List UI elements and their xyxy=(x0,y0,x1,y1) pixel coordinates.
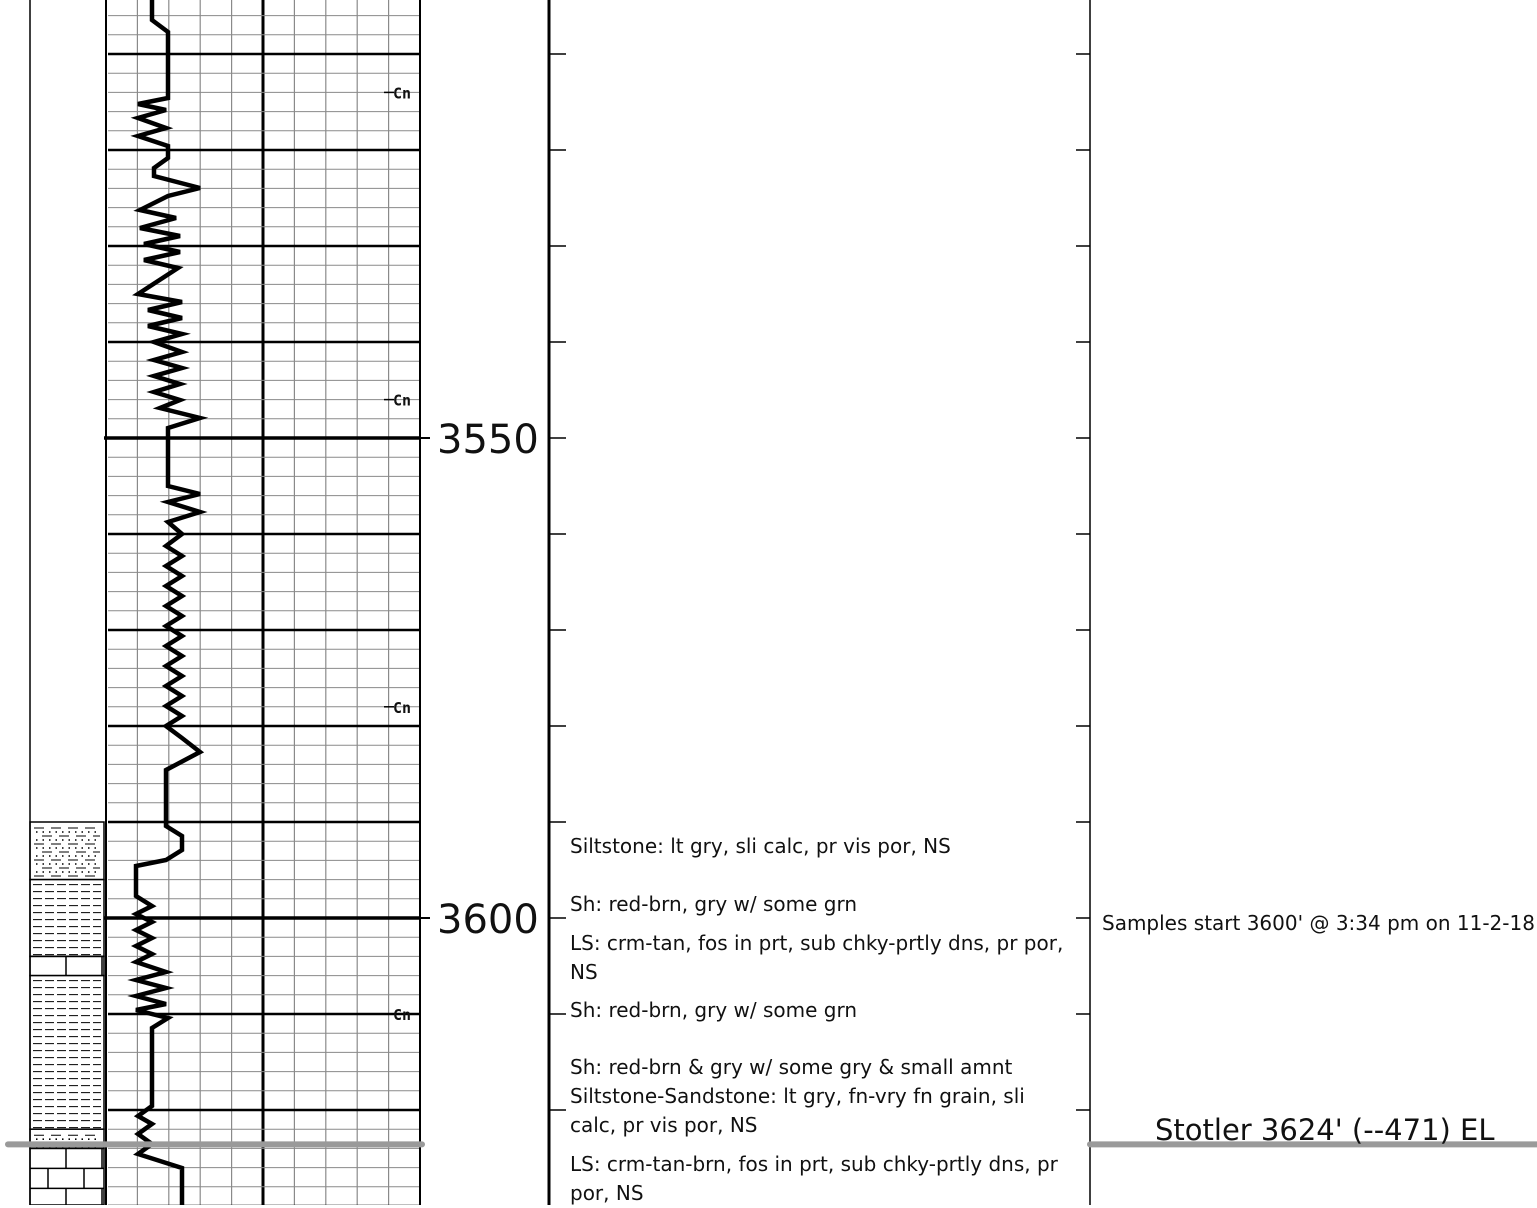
lithology-description: Sh: red-brn, gry w/ some grn xyxy=(570,890,1080,919)
formation-top-label: Stotler 3624' (--471) EL xyxy=(1155,1113,1495,1147)
depth-label-3600: 3600 xyxy=(437,897,539,943)
cn-marker-label: Cn xyxy=(393,392,411,410)
description-line: LS: crm-tan-brn, fos in prt, sub chky-pr… xyxy=(570,1152,1058,1176)
description-line: Sh: red-brn, gry w/ some grn xyxy=(570,892,858,916)
description-line: LS: crm-tan, fos in prt, sub chky-prtly … xyxy=(570,931,1064,955)
gamma-ray-curve xyxy=(127,0,209,1205)
cn-marker-label: Cn xyxy=(393,699,411,717)
description-line: NS xyxy=(570,960,598,984)
lithology-column xyxy=(29,821,105,1205)
sample-remark: Samples start 3600' @ 3:34 pm on 11-2-18 xyxy=(1102,911,1535,935)
description-track-ticks xyxy=(547,0,1091,1205)
lithology-description: LS: crm-tan-brn, fos in prt, sub chky-pr… xyxy=(570,1150,1080,1208)
lithology-description: LS: crm-tan, fos in prt, sub chky-prtly … xyxy=(570,929,1080,987)
gamma-ray-track-grid: Cn Cn Cn Cn xyxy=(29,0,421,1205)
lithology-description: Siltstone: lt gry, sli calc, pr vis por,… xyxy=(570,832,1080,861)
description-line: Sh: red-brn & gry w/ some gry & small am… xyxy=(570,1055,1013,1079)
lithology-description: Sh: red-brn, gry w/ some grn xyxy=(570,996,1080,1025)
cn-marker-label: Cn xyxy=(393,1006,411,1024)
description-line: Sh: red-brn, gry w/ some grn xyxy=(570,998,858,1022)
lithology-limestone-block xyxy=(29,1147,105,1205)
depth-track: 3550 3600 xyxy=(420,417,539,943)
description-line: Siltstone: lt gry, sli calc, pr vis por,… xyxy=(570,834,951,858)
depth-label-3550: 3550 xyxy=(437,417,539,463)
description-line: Siltstone-Sandstone: lt gry, fn-vry fn g… xyxy=(570,1084,1025,1108)
gamma-ray-trace xyxy=(127,0,209,1205)
cn-marker-label: Cn xyxy=(393,84,411,102)
description-line: por, NS xyxy=(570,1181,644,1205)
lithology-limestone-block xyxy=(29,955,105,977)
lithology-description: Sh: red-brn & gry w/ some gry & small am… xyxy=(570,1053,1080,1140)
description-line: calc, pr vis por, NS xyxy=(570,1113,758,1137)
lithology-siltstone-block xyxy=(29,821,105,881)
